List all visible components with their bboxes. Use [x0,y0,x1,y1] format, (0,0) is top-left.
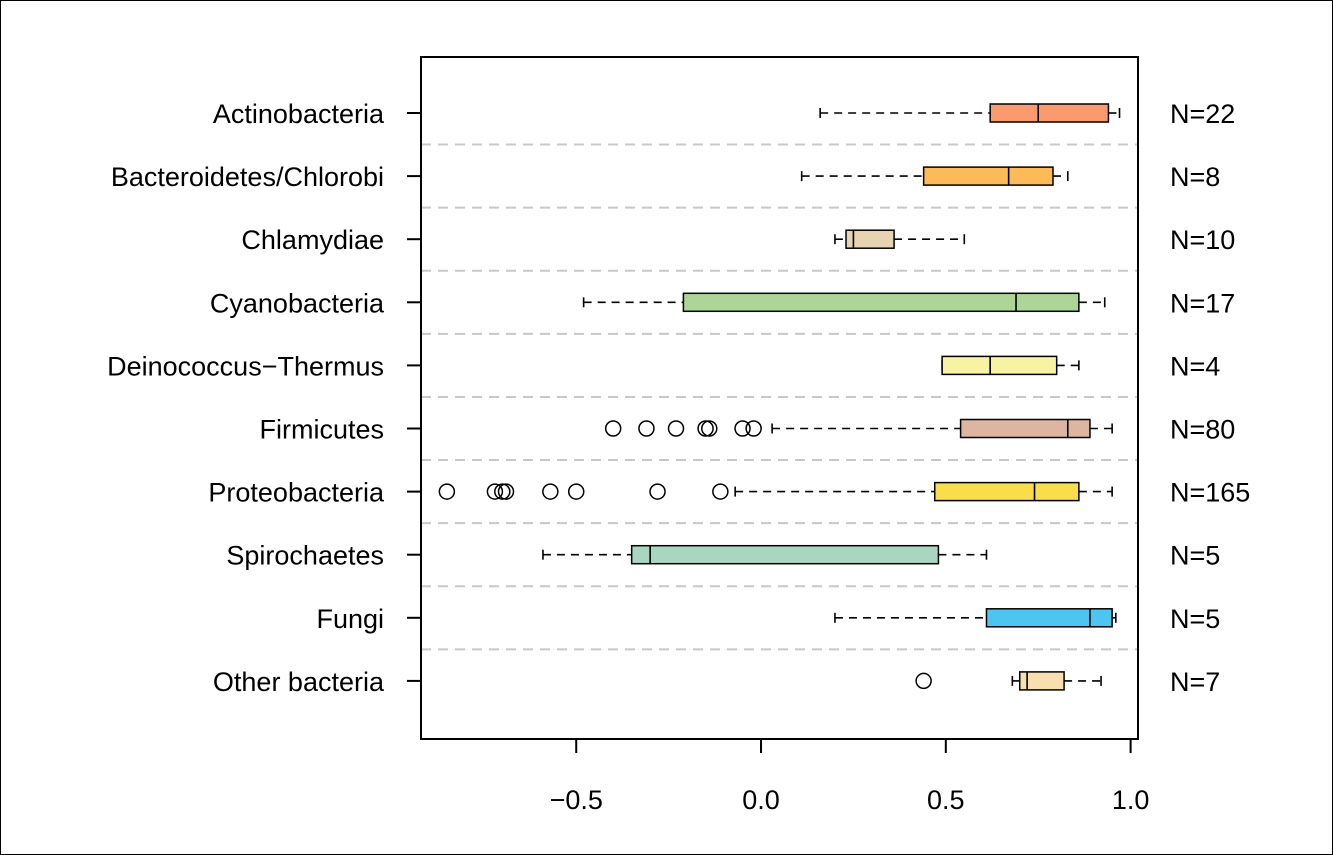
category-label: Actinobacteria [213,99,385,129]
box-spirochaetes [542,544,988,565]
box-fungi [834,608,1117,628]
outlier-point [915,672,932,690]
x-tick-label: 1.0 [1112,785,1150,815]
category-label: Chlamydiae [241,225,384,255]
category-label: Cyanobacteria [210,288,385,318]
box-deinococcus-thermus [941,355,1080,376]
box-iqr [1018,671,1065,691]
sample-size-label: N=7 [1170,667,1220,697]
outlier-point [438,483,456,500]
outlier-point [697,420,714,437]
sample-size-label: N=22 [1170,99,1235,129]
category-label: Firmicutes [259,415,384,445]
category-label: Deinococcus−Thermus [107,351,384,381]
box-iqr [630,544,940,565]
boxes [438,103,1121,691]
outlier-point [542,483,559,500]
sample-size-label: N=80 [1170,415,1235,445]
box-iqr [922,166,1054,186]
box-actinobacteria [819,103,1121,123]
sample-size-label: N=10 [1170,225,1235,255]
box-firmicutes [604,418,1113,439]
box-proteobacteria [438,481,1113,502]
outlier-point [667,420,685,437]
outlier-point [604,420,622,437]
outlier-point [734,420,751,437]
x-tick-label: 0.0 [742,785,780,815]
plot-frame [420,56,1139,740]
outlier-point [649,483,666,500]
outlier-point [638,420,655,437]
outlier-point [497,483,515,500]
box-iqr [959,418,1091,439]
category-axis: Actinobacteria Bacteroidetes/Chlorobi Chla… [107,99,421,697]
x-tick-label: −0.5 [550,785,603,815]
value-axis: −0.5 0.0 0.5 1.0 [550,739,1150,815]
box-iqr [941,355,1058,376]
category-label: Spirochaetes [226,541,384,571]
category-label: Bacteroidetes/Chlorobi [111,162,384,192]
box-cyanobacteria [582,292,1106,313]
sample-size-label: N=4 [1170,351,1220,381]
outlier-point [494,483,511,500]
category-label: Proteobacteria [208,478,385,508]
outlier-point [567,483,585,500]
outlier-point [701,420,718,437]
category-label: Fungi [316,604,384,634]
box-other-bacteria [915,671,1102,691]
sample-size-label: N=5 [1170,604,1220,634]
box-iqr [989,103,1110,123]
outlier-point [712,483,729,500]
box-bacteroidetes-chlorobi [800,166,1069,186]
sample-size-label: N=8 [1170,162,1220,192]
sample-size-label: N=165 [1170,478,1250,508]
category-label: Other bacteria [213,667,385,697]
outlier-point [486,483,504,500]
x-tick-label: 0.5 [927,785,965,815]
box-iqr [845,229,895,249]
box-chlamydiae [834,229,966,249]
sample-size-label: N=5 [1170,541,1220,571]
sample-size-label: N=17 [1170,288,1235,318]
box-iqr [682,292,1080,313]
box-iqr [933,481,1080,502]
box-iqr [985,608,1113,628]
group-separators [421,143,1138,651]
sample-size-labels: N=22 N=8 N=10 N=17 N=4 N=80 N=165 N=5 N=5 N=7 [1170,99,1250,697]
outlier-point [745,420,762,437]
